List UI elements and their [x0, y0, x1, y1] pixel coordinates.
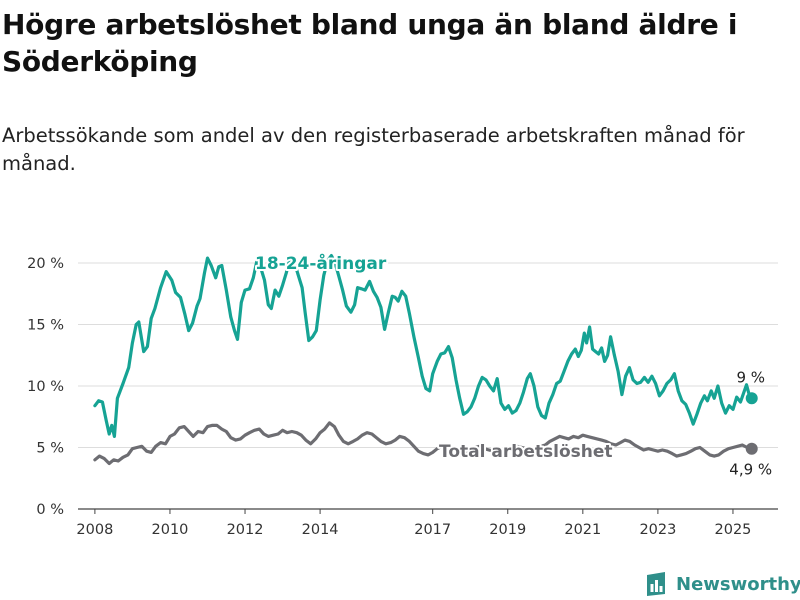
end-point-youth — [745, 392, 758, 405]
page-title: Högre arbetslöshet bland unga än bland ä… — [2, 8, 738, 78]
x-tick-label: 2025 — [715, 522, 752, 538]
axes: 0 % 5 % 10 % 15 % 20 % 2008 2010 2012 2014 2017 20… — [27, 256, 751, 538]
x-tick-label: 2014 — [302, 522, 339, 538]
y-tick-label: 0 % — [36, 502, 64, 518]
y-tick-label: 10 % — [27, 379, 64, 395]
y-tick-label: 20 % — [27, 256, 64, 272]
page-subtitle: Arbetssökande som andel av den registerb… — [2, 124, 745, 175]
series-label-youth: 18-24-åringar — [255, 252, 387, 274]
y-tick-label: 15 % — [27, 318, 64, 334]
bar-chart-logo-icon — [647, 572, 665, 596]
series-lines — [93, 254, 758, 466]
series-label-total: Total arbetslöshet — [439, 442, 613, 462]
series-line-total — [93, 421, 754, 466]
series-line-youth — [93, 254, 754, 438]
brand-logo: Newsworthy — [644, 569, 800, 599]
x-tick-label: 2019 — [489, 522, 526, 538]
series-labels: 18-24-åringar Total arbetslöshet 9 % 4,9 % — [253, 250, 774, 481]
x-tick-label: 2012 — [227, 522, 264, 538]
end-label-total: 4,9 % — [729, 461, 772, 479]
end-point-total — [745, 442, 758, 455]
x-tick-label: 2010 — [152, 522, 189, 538]
x-tick-label: 2008 — [76, 522, 113, 538]
y-tick-label: 5 % — [36, 441, 64, 457]
x-tick-label: 2017 — [414, 522, 451, 538]
x-tick-label: 2021 — [564, 522, 601, 538]
grid-lines — [78, 262, 778, 510]
x-tick-label: 2023 — [639, 522, 676, 538]
end-label-youth: 9 % — [736, 368, 765, 386]
brand-name: Newsworthy — [676, 573, 800, 595]
